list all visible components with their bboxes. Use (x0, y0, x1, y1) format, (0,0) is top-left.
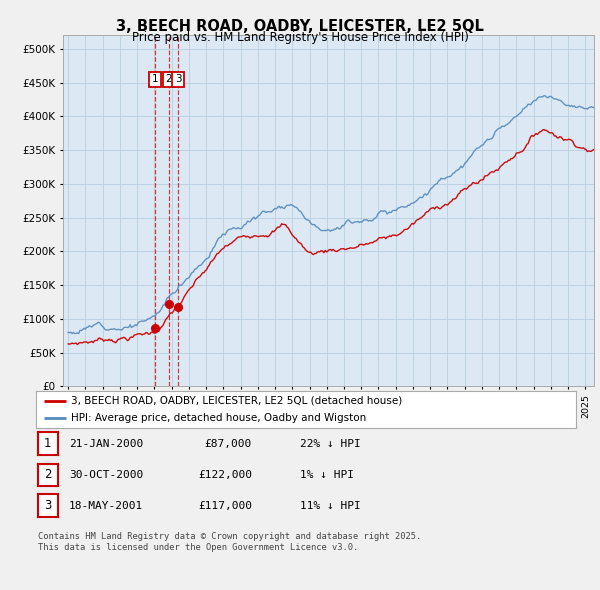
Text: 11% ↓ HPI: 11% ↓ HPI (300, 501, 361, 510)
Text: 1: 1 (44, 437, 52, 450)
Text: £87,000: £87,000 (205, 439, 252, 448)
Text: 1% ↓ HPI: 1% ↓ HPI (300, 470, 354, 480)
Text: HPI: Average price, detached house, Oadby and Wigston: HPI: Average price, detached house, Oadb… (71, 414, 367, 424)
Text: 18-MAY-2001: 18-MAY-2001 (69, 501, 143, 510)
Text: 30-OCT-2000: 30-OCT-2000 (69, 470, 143, 480)
Text: 3, BEECH ROAD, OADBY, LEICESTER, LE2 5QL (detached house): 3, BEECH ROAD, OADBY, LEICESTER, LE2 5QL… (71, 396, 403, 405)
Text: 2: 2 (44, 468, 52, 481)
Text: £117,000: £117,000 (198, 501, 252, 510)
Text: 3: 3 (175, 74, 181, 84)
Text: 3: 3 (44, 499, 52, 512)
Text: £122,000: £122,000 (198, 470, 252, 480)
Text: 22% ↓ HPI: 22% ↓ HPI (300, 439, 361, 448)
Text: 21-JAN-2000: 21-JAN-2000 (69, 439, 143, 448)
Text: Contains HM Land Registry data © Crown copyright and database right 2025.
This d: Contains HM Land Registry data © Crown c… (38, 532, 421, 552)
Text: 2: 2 (166, 74, 172, 84)
Text: 1: 1 (152, 74, 159, 84)
Text: Price paid vs. HM Land Registry's House Price Index (HPI): Price paid vs. HM Land Registry's House … (131, 31, 469, 44)
Text: 3, BEECH ROAD, OADBY, LEICESTER, LE2 5QL: 3, BEECH ROAD, OADBY, LEICESTER, LE2 5QL (116, 19, 484, 34)
